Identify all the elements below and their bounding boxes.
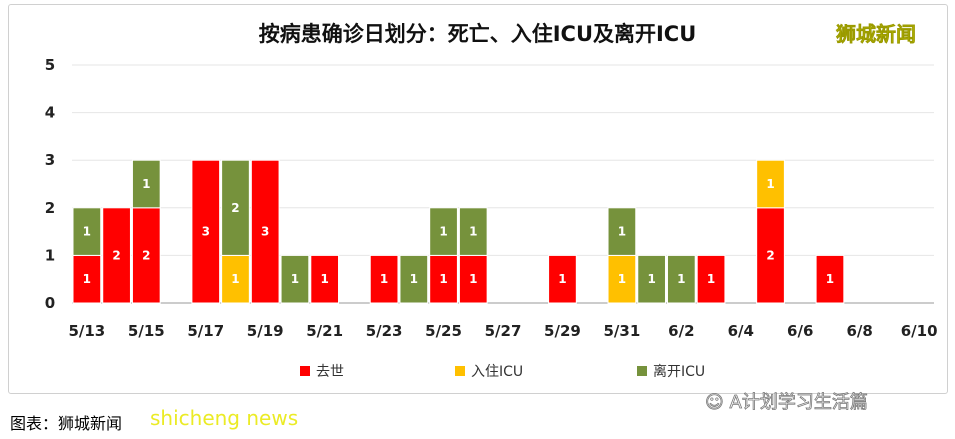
data-label: 2 [142, 248, 150, 262]
y-tick-label: 4 [45, 104, 55, 122]
data-label: 1 [826, 272, 834, 286]
x-tick-label: 5/29 [544, 322, 581, 340]
bar-icu-out [72, 207, 102, 256]
bar-death [310, 254, 340, 304]
bar-icu-in [607, 254, 637, 304]
x-tick-label: 6/10 [901, 322, 938, 340]
bar-icu-out [607, 207, 637, 256]
data-label: 1 [83, 225, 91, 239]
x-tick-label: 6/8 [847, 322, 873, 340]
wechat-icon: ☺ [705, 392, 730, 414]
bar-death [458, 254, 488, 304]
bar-death [102, 207, 131, 304]
legend-item-death: 去世 [300, 361, 344, 381]
data-label: 1 [618, 272, 626, 286]
data-label: 1 [439, 272, 447, 286]
chart-title: 按病患确诊日划分：死亡、入住ICU及离开ICU [258, 22, 697, 46]
x-tick-label: 5/31 [603, 322, 640, 340]
data-label: 1 [410, 272, 418, 286]
y-tick-label: 1 [45, 246, 55, 264]
caption: 图表：狮城新闻 [10, 414, 123, 433]
bar-death [815, 254, 845, 304]
bar-icu-out [399, 254, 429, 304]
data-label: 1 [766, 177, 774, 191]
data-label: 1 [677, 272, 685, 286]
wechat-label: A计划学习生活篇 [729, 392, 868, 414]
legend-label: 去世 [316, 364, 344, 380]
bar-icu-out [666, 254, 696, 304]
bar-icu-out [131, 159, 161, 209]
bar-death [72, 254, 102, 304]
data-label: 1 [291, 272, 299, 286]
x-tick-label: 5/21 [306, 322, 343, 340]
data-label: 3 [202, 225, 210, 239]
x-tick-label: 5/19 [247, 322, 284, 340]
y-tick-label: 3 [45, 151, 55, 169]
y-tick-label: 5 [45, 56, 55, 74]
x-tick-label: 6/4 [728, 322, 754, 340]
y-tick-label: 2 [45, 199, 55, 217]
data-label: 1 [647, 272, 655, 286]
logo: 狮城新闻 [836, 22, 917, 47]
data-label: 3 [261, 225, 269, 239]
legend-swatch [300, 366, 310, 376]
x-tick-label: 5/17 [187, 322, 224, 340]
wechat-account: ☺ A计划学习生活篇 [705, 388, 869, 414]
data-label: 1 [469, 272, 477, 286]
data-label: 2 [231, 201, 239, 215]
y-tick-label: 0 [45, 294, 55, 312]
data-label: 1 [320, 272, 328, 286]
data-label: 1 [142, 177, 150, 191]
x-tick-label: 5/15 [128, 322, 165, 340]
data-label: 1 [83, 272, 91, 286]
chart-frame [8, 4, 948, 394]
bar-death [131, 207, 161, 304]
bar-icu-in [756, 159, 785, 209]
bar-icu-out [429, 207, 458, 256]
x-tick-label: 6/2 [668, 322, 694, 340]
data-label: 1 [231, 272, 239, 286]
data-label: 1 [707, 272, 715, 286]
data-label: 1 [380, 272, 388, 286]
data-label: 1 [439, 225, 447, 239]
data-label: 1 [618, 225, 626, 239]
bar-icu-out [458, 207, 488, 256]
bar-death [369, 254, 399, 304]
legend-label: 入住ICU [471, 364, 524, 380]
data-label: 1 [469, 225, 477, 239]
bar-death [696, 254, 726, 304]
x-tick-label: 5/27 [485, 322, 522, 340]
x-tick-label: 6/6 [787, 322, 813, 340]
legend-swatch [455, 366, 465, 376]
data-label: 2 [112, 248, 120, 262]
x-tick-label: 5/13 [68, 322, 105, 340]
bar-death [250, 159, 280, 304]
watermark: shicheng news [150, 406, 299, 430]
legend-label: 离开ICU [653, 364, 706, 380]
x-tick-label: 5/23 [366, 322, 403, 340]
bar-death [191, 159, 221, 304]
bar-icu-out [221, 159, 250, 256]
x-tick-label: 5/25 [425, 322, 462, 340]
legend-item-icu-out: 离开ICU [637, 361, 705, 381]
data-label: 1 [558, 272, 566, 286]
bar-death [756, 207, 785, 304]
legend-item-icu-in: 入住ICU [455, 361, 523, 381]
bar-icu-out [637, 254, 666, 304]
data-label: 2 [766, 248, 774, 262]
bar-icu-out [280, 254, 310, 304]
bar-death [548, 254, 577, 304]
legend-swatch [637, 366, 647, 376]
